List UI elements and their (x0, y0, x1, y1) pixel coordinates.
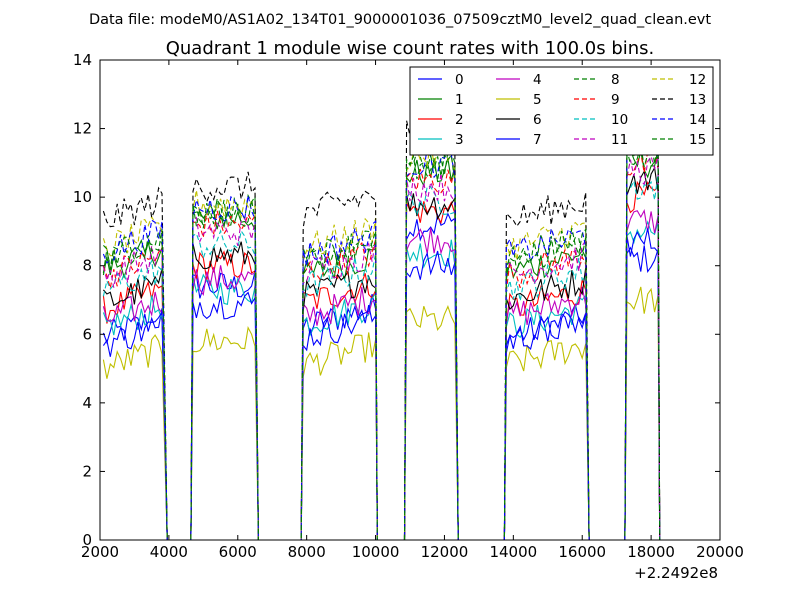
y-tick-label: 0 (82, 531, 92, 549)
legend-label-11: 11 (611, 132, 628, 148)
x-tick-label: 6000 (219, 543, 257, 561)
x-offset-label: +2.2492e8 (634, 564, 718, 582)
x-tick-label: 14000 (489, 543, 537, 561)
y-tick-label: 4 (82, 394, 92, 412)
legend-label-7: 7 (533, 132, 542, 148)
y-tick-label: 8 (82, 257, 92, 275)
chart-suptitle: Data file: modeM0/AS1A02_134T01_90000010… (89, 12, 711, 28)
x-tick-label: 10000 (352, 543, 400, 561)
x-tick-label: 12000 (421, 543, 469, 561)
x-tick-label: 20000 (696, 543, 744, 561)
series-line-15 (103, 140, 661, 540)
plot-frame (99, 59, 721, 541)
legend-label-8: 8 (611, 72, 620, 88)
x-tick-label: 16000 (558, 543, 606, 561)
x-tick-label: 2000 (81, 543, 119, 561)
legend-label-4: 4 (533, 72, 542, 88)
series-line-12 (102, 128, 661, 540)
series-line-14 (102, 126, 661, 540)
series-line-2 (102, 180, 661, 540)
legend-label-5: 5 (533, 92, 542, 108)
legend-label-13: 13 (689, 92, 706, 108)
series-line-5 (102, 286, 661, 540)
chart-title: Quadrant 1 module wise count rates with … (166, 38, 655, 59)
series-line-13 (102, 104, 661, 540)
y-tick-label: 6 (82, 325, 92, 343)
series-layer (102, 104, 661, 540)
legend-label-9: 9 (611, 92, 620, 108)
y-tick-label: 14 (73, 51, 92, 69)
legend-box (409, 66, 714, 156)
axes-layer: 2000 4000 6000 8000 10000 12000 14000 16000 1800… (73, 51, 744, 561)
y-tick-label: 2 (82, 462, 92, 480)
legend-label-0: 0 (455, 72, 464, 88)
series-line-11 (102, 155, 661, 540)
legend-label-2: 2 (455, 112, 464, 128)
legend-label-1: 1 (455, 92, 464, 108)
legend-label-14: 14 (689, 112, 706, 128)
legend-label-3: 3 (455, 132, 464, 148)
x-tick-label: 8000 (288, 543, 326, 561)
series-line-3 (102, 220, 661, 540)
legend-label-10: 10 (611, 112, 628, 128)
series-line-8 (102, 137, 661, 540)
legend-label-12: 12 (689, 72, 706, 88)
legend-label-6: 6 (533, 112, 542, 128)
series-line-0 (102, 212, 661, 540)
x-tick-label: 4000 (150, 543, 188, 561)
y-tick-label: 10 (73, 188, 92, 206)
x-tick-label: 18000 (627, 543, 675, 561)
y-tick-label: 12 (73, 120, 92, 138)
legend-label-15: 15 (689, 132, 706, 148)
series-line-10 (102, 174, 661, 540)
